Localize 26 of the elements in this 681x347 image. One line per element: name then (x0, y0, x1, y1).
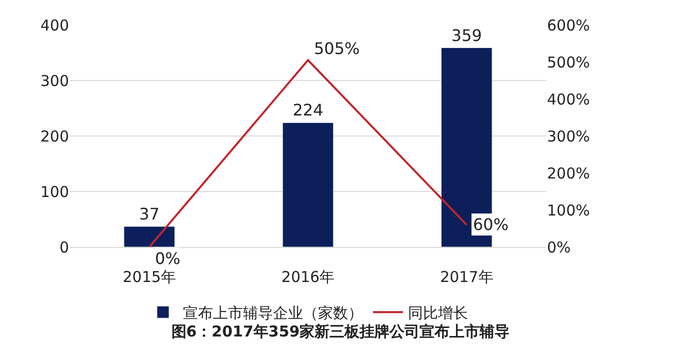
data-label: 37 (139, 204, 160, 224)
text: 图6：2017年359家新三板挂牌公司宣布上市辅导 (171, 322, 510, 341)
bar (124, 226, 175, 247)
y-tick-label: 400 (40, 16, 69, 34)
bar (282, 122, 334, 247)
y2-tick-label: 100% (547, 201, 590, 220)
y2-tick-label: 500% (547, 53, 590, 72)
legend-label: 同比增长 (408, 304, 468, 322)
y-tick-label: 100 (40, 182, 69, 201)
data-label: 224 (292, 100, 324, 120)
y2-tick-label: 0% (547, 238, 571, 256)
x-tick-label: 2015年 (122, 268, 176, 286)
data-label: 359 (451, 26, 482, 45)
y-tick-label: 0 (59, 238, 69, 256)
data-label: 505% (314, 39, 360, 58)
data-label: 60% (473, 215, 509, 234)
y2-tick-label: 600% (547, 16, 590, 34)
x-tick-label: 2017年 (440, 268, 494, 286)
y-tick-label: 300 (40, 72, 69, 90)
y2-tick-label: 200% (547, 164, 590, 182)
data-label: 0% (155, 249, 180, 268)
y-tick-label: 200 (40, 127, 69, 146)
y2-tick-label: 400% (547, 90, 590, 108)
x-tick-label: 2016年 (281, 268, 335, 286)
y2-tick-label: 300% (547, 127, 590, 146)
legend-label: 宣布上市辅导企业（家数） (183, 304, 363, 322)
